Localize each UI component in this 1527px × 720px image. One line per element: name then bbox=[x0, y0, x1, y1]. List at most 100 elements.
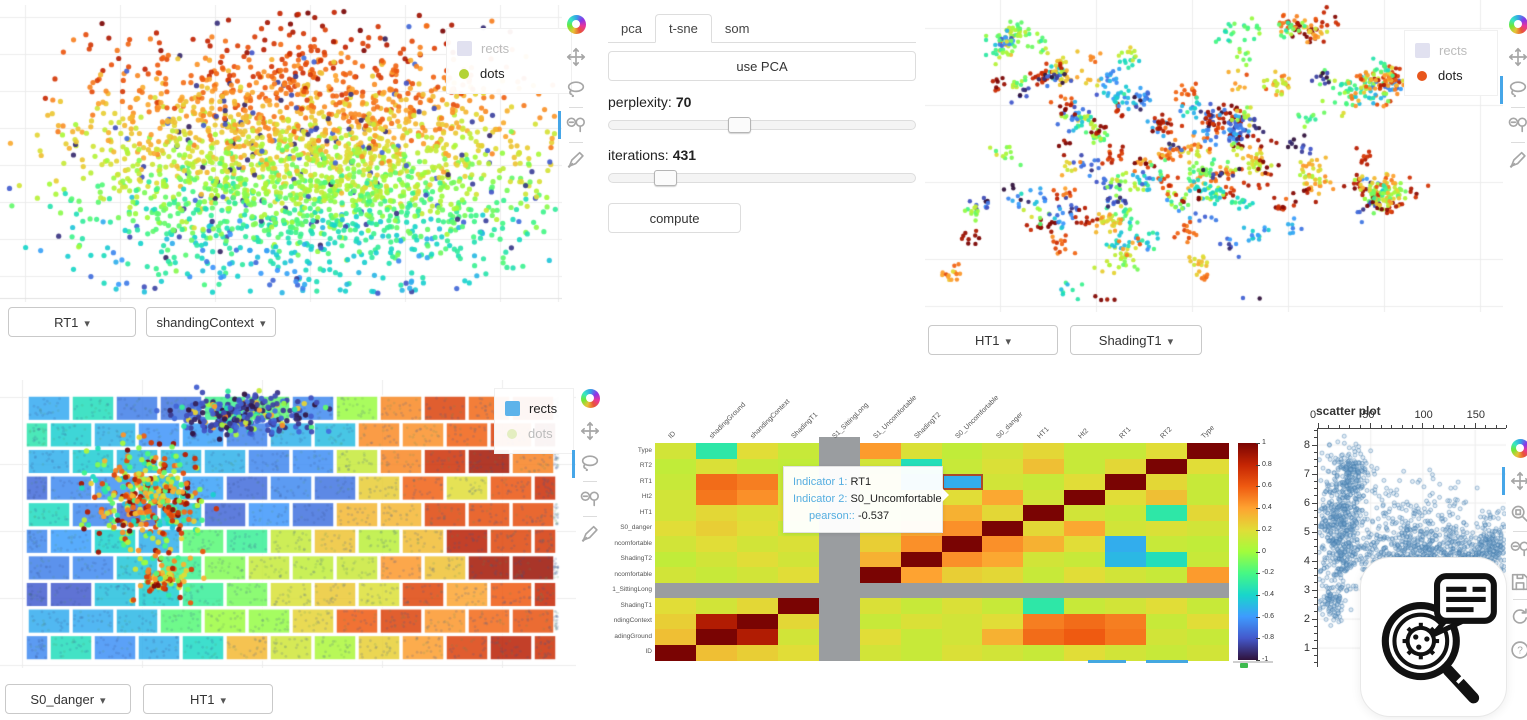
heatmap-cell[interactable] bbox=[655, 613, 697, 630]
heatmap-cell[interactable] bbox=[1146, 458, 1188, 475]
dropdown-indicator-2[interactable]: shandingContext bbox=[146, 307, 276, 337]
save-icon[interactable] bbox=[1508, 570, 1527, 594]
heatmap-cell[interactable] bbox=[695, 520, 738, 537]
zoom-box-icon[interactable] bbox=[1508, 502, 1527, 526]
heatmap-cell[interactable] bbox=[941, 613, 984, 630]
heatmap-cell[interactable] bbox=[859, 629, 902, 646]
heatmap-cell[interactable] bbox=[655, 474, 697, 491]
heatmap-cell[interactable] bbox=[1023, 489, 1065, 506]
heatmap-cell[interactable] bbox=[695, 598, 738, 615]
heatmap-cell[interactable] bbox=[900, 613, 943, 630]
heatmap-cell[interactable] bbox=[1146, 536, 1188, 553]
heatmap-cell[interactable] bbox=[736, 644, 779, 661]
heatmap-cell[interactable] bbox=[1064, 644, 1106, 661]
heatmap-cell[interactable] bbox=[818, 629, 861, 646]
heatmap-cell[interactable] bbox=[941, 489, 984, 506]
heatmap-cell[interactable] bbox=[1023, 551, 1065, 568]
lasso-icon[interactable] bbox=[1500, 76, 1527, 104]
heatmap-cell[interactable] bbox=[941, 458, 984, 475]
heatmap-cell[interactable] bbox=[777, 567, 820, 584]
heatmap-cell[interactable] bbox=[1023, 613, 1065, 630]
heatmap-cell[interactable] bbox=[982, 567, 1024, 584]
slider-track[interactable] bbox=[608, 173, 916, 183]
inspect-tool-card[interactable] bbox=[1360, 557, 1507, 717]
heatmap-cell[interactable] bbox=[1023, 443, 1065, 460]
heatmap-cell[interactable] bbox=[900, 644, 943, 661]
heatmap-cell[interactable] bbox=[859, 598, 902, 615]
heatmap-cell[interactable] bbox=[818, 613, 861, 630]
heatmap-cell[interactable] bbox=[982, 582, 1024, 599]
heatmap-cell[interactable] bbox=[982, 474, 1024, 491]
heatmap-cell[interactable] bbox=[1064, 474, 1106, 491]
heatmap-cell[interactable] bbox=[1064, 505, 1106, 522]
heatmap-cell[interactable] bbox=[655, 520, 697, 537]
heatmap-cell[interactable] bbox=[1146, 613, 1188, 630]
heatmap-cell[interactable] bbox=[1023, 458, 1065, 475]
heatmap-cell[interactable] bbox=[695, 536, 738, 553]
heatmap-cell[interactable] bbox=[1105, 443, 1147, 460]
heatmap-cell[interactable] bbox=[1064, 567, 1106, 584]
heatmap-cell[interactable] bbox=[982, 520, 1024, 537]
compute-button[interactable]: compute bbox=[608, 203, 741, 233]
heatmap-cell[interactable] bbox=[900, 598, 943, 615]
heatmap-cell[interactable] bbox=[1105, 629, 1147, 646]
heatmap-cell[interactable] bbox=[982, 598, 1024, 615]
slider-handle[interactable] bbox=[653, 170, 677, 186]
heatmap-cell[interactable] bbox=[1105, 613, 1147, 630]
heatmap-cell[interactable] bbox=[736, 629, 779, 646]
heatmap-cell[interactable] bbox=[1064, 551, 1106, 568]
heatmap-cell[interactable] bbox=[1187, 489, 1229, 506]
heatmap-cell[interactable] bbox=[1105, 551, 1147, 568]
heatmap-cell[interactable] bbox=[1146, 598, 1188, 615]
heatmap-cell[interactable] bbox=[736, 567, 779, 584]
heatmap-cell[interactable] bbox=[655, 629, 697, 646]
heatmap-cell[interactable] bbox=[859, 644, 902, 661]
heatmap-cell[interactable] bbox=[1187, 567, 1229, 584]
heatmap-cell[interactable] bbox=[1023, 567, 1065, 584]
heatmap-cell[interactable] bbox=[1187, 458, 1229, 475]
heatmap-cell[interactable] bbox=[736, 582, 779, 599]
heatmap-cell[interactable] bbox=[1187, 474, 1229, 491]
perplexity-slider[interactable] bbox=[608, 116, 916, 134]
heatmap-cell[interactable] bbox=[695, 551, 738, 568]
heatmap-cell[interactable] bbox=[695, 458, 738, 475]
heatmap-cell[interactable] bbox=[1023, 644, 1065, 661]
heatmap-cell[interactable] bbox=[1105, 582, 1147, 599]
heatmap-cell[interactable] bbox=[941, 505, 984, 522]
heatmap-cell[interactable] bbox=[695, 629, 738, 646]
dropdown-indicator-1[interactable]: S0_danger bbox=[5, 684, 131, 714]
heatmap-cell[interactable] bbox=[655, 598, 697, 615]
heatmap-cell[interactable] bbox=[1064, 458, 1106, 475]
zoom-pair-icon[interactable] bbox=[1506, 113, 1527, 137]
heatmap-cell[interactable] bbox=[777, 551, 820, 568]
heatmap-cell[interactable] bbox=[736, 536, 779, 553]
heatmap-cell[interactable] bbox=[655, 443, 697, 460]
heatmap-cell[interactable] bbox=[1064, 520, 1106, 537]
heatmap-cell[interactable] bbox=[859, 582, 902, 599]
heatmap-cell[interactable] bbox=[1146, 551, 1188, 568]
heatmap-cell[interactable] bbox=[777, 598, 820, 615]
heatmap-cell[interactable] bbox=[1187, 629, 1229, 646]
heatmap-cell[interactable] bbox=[1187, 613, 1229, 630]
heatmap-cell[interactable] bbox=[777, 536, 820, 553]
heatmap-cell[interactable] bbox=[941, 536, 984, 553]
heatmap-cell[interactable] bbox=[1023, 629, 1065, 646]
slider-handle[interactable] bbox=[727, 117, 751, 133]
dropdown-indicator-1[interactable]: HT1 bbox=[928, 325, 1058, 355]
heatmap-cell[interactable] bbox=[900, 582, 943, 599]
zoom-pair-icon[interactable] bbox=[1508, 537, 1527, 561]
dropdown-indicator-2[interactable]: HT1 bbox=[143, 684, 273, 714]
heatmap-cell[interactable] bbox=[859, 551, 902, 568]
heatmap-cell[interactable] bbox=[900, 443, 943, 460]
heatmap-cell[interactable] bbox=[1023, 505, 1065, 522]
pan-icon[interactable] bbox=[1502, 467, 1527, 495]
heatmap-cell[interactable] bbox=[1023, 474, 1065, 491]
heatmap-cell[interactable] bbox=[900, 567, 943, 584]
heatmap-cell[interactable] bbox=[695, 644, 738, 661]
heatmap-cell[interactable] bbox=[1146, 474, 1188, 491]
heatmap-cell[interactable] bbox=[736, 551, 779, 568]
heatmap-cell[interactable] bbox=[777, 613, 820, 630]
heatmap-cell[interactable] bbox=[1064, 536, 1106, 553]
heatmap-cell[interactable] bbox=[695, 505, 738, 522]
heatmap-cell[interactable] bbox=[695, 474, 738, 491]
